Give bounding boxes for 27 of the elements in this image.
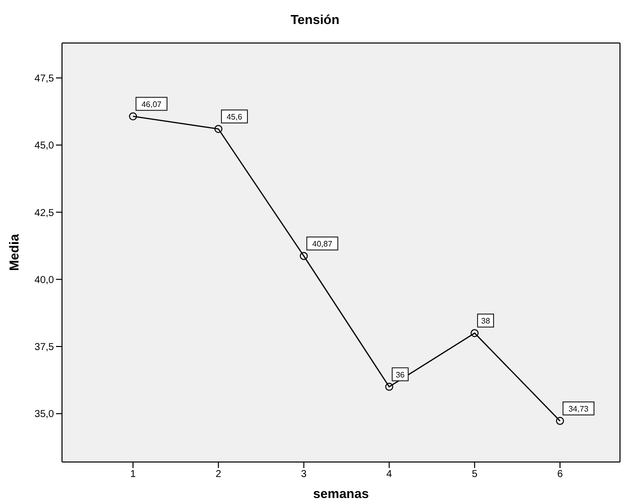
x-axis-title: semanas (313, 486, 369, 501)
data-label: 40,87 (312, 239, 333, 248)
data-label: 46,07 (141, 100, 162, 109)
point (129, 112, 137, 120)
y-tick-label: 35,0 (34, 409, 54, 420)
data-label: 36 (396, 370, 406, 380)
x-tick-label: 6 (557, 469, 564, 480)
y-tick-label: 37,5 (34, 342, 54, 354)
point (214, 124, 222, 133)
data-label: 38 (481, 316, 491, 326)
y-tick-label: 45,0 (34, 140, 54, 152)
x-tick-label: 5 (472, 469, 478, 480)
x-tick-label: 4 (386, 469, 392, 480)
chart-title: Tensión (290, 11, 340, 29)
y-tick-label: 40,0 (34, 274, 54, 286)
point (556, 416, 564, 425)
x-tick-label: 3 (301, 469, 308, 480)
y-tick-label: 47,5 (34, 73, 54, 84)
data-label: 45,6 (226, 112, 243, 122)
point (385, 382, 394, 391)
point (470, 329, 479, 338)
x-tick-label: 2 (216, 469, 222, 480)
x-tick-label: 1 (130, 469, 136, 480)
y-tick-label: 42,5 (34, 208, 54, 219)
y-axis-title: Media (6, 233, 22, 271)
point (300, 252, 308, 260)
data-label: 34,73 (568, 404, 590, 414)
